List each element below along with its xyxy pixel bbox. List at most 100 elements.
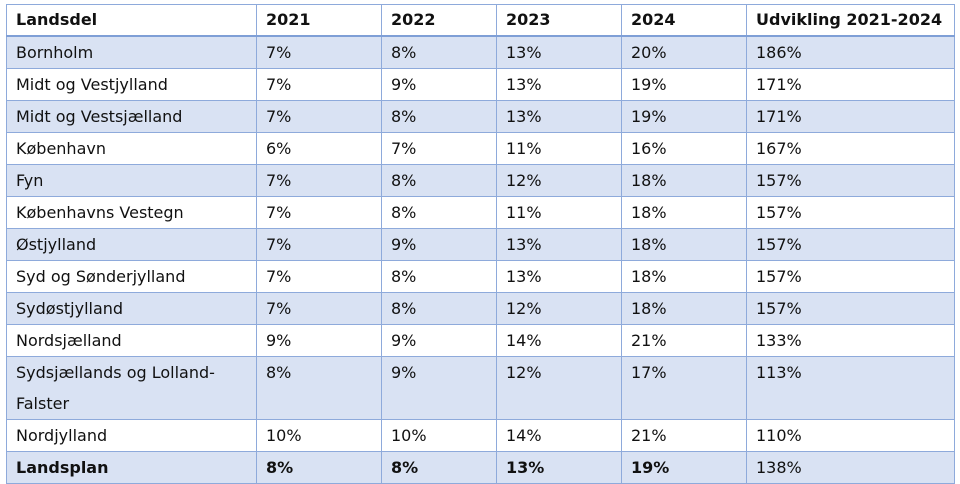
cell-2023: 11% <box>496 196 622 229</box>
cell-2021: 7% <box>256 292 382 325</box>
cell-2023: 13% <box>496 228 622 261</box>
cell-udvikling: 171% <box>746 68 955 101</box>
cell-udvikling: 186% <box>746 35 955 69</box>
cell-2021: 6% <box>256 132 382 165</box>
cell-udvikling: 167% <box>746 132 955 165</box>
cell-udvikling: 157% <box>746 260 955 293</box>
cell-landsdel: Sydsjællands og Lolland-Falster <box>6 356 257 420</box>
cell-landsdel: Østjylland <box>6 228 257 261</box>
cell-2023: 14% <box>496 324 622 357</box>
cell-2023: 13% <box>496 68 622 101</box>
cell-udvikling: 157% <box>746 228 955 261</box>
cell-2024: 18% <box>621 292 747 325</box>
table-row: Sydøstjylland 7% 8% 12% 18% 157% <box>6 292 955 325</box>
cell-landsdel: Landsplan <box>6 451 257 484</box>
regional-development-table: Landsdel 2021 2022 2023 2024 Udvikling 2… <box>6 4 955 484</box>
header-2023: 2023 <box>496 4 622 37</box>
cell-2024: 18% <box>621 164 747 197</box>
cell-2023: 11% <box>496 132 622 165</box>
cell-2021: 7% <box>256 228 382 261</box>
cell-2024: 21% <box>621 419 747 452</box>
cell-2022: 8% <box>381 196 497 229</box>
cell-2024: 18% <box>621 196 747 229</box>
table-row: Østjylland 7% 9% 13% 18% 157% <box>6 228 955 261</box>
cell-2024: 18% <box>621 228 747 261</box>
table-row: Bornholm 7% 8% 13% 20% 186% <box>6 35 955 69</box>
cell-2023: 13% <box>496 260 622 293</box>
table-row: Nordjylland 10% 10% 14% 21% 110% <box>6 419 955 452</box>
cell-2022: 7% <box>381 132 497 165</box>
cell-2024: 20% <box>621 35 747 69</box>
cell-udvikling: 171% <box>746 100 955 133</box>
cell-udvikling: 110% <box>746 419 955 452</box>
table-row: Nordsjælland 9% 9% 14% 21% 133% <box>6 324 955 357</box>
cell-2022: 9% <box>381 356 497 420</box>
cell-2021: 7% <box>256 196 382 229</box>
header-udvikling: Udvikling 2021-2024 <box>746 4 955 37</box>
cell-2023: 13% <box>496 100 622 133</box>
regional-table-container: Landsdel 2021 2022 2023 2024 Udvikling 2… <box>6 4 955 484</box>
cell-2023: 12% <box>496 292 622 325</box>
header-2024: 2024 <box>621 4 747 37</box>
cell-udvikling: 133% <box>746 324 955 357</box>
cell-2023: 12% <box>496 356 622 420</box>
cell-udvikling: 113% <box>746 356 955 420</box>
cell-2023: 14% <box>496 419 622 452</box>
cell-2024: 19% <box>621 100 747 133</box>
table-header: Landsdel 2021 2022 2023 2024 Udvikling 2… <box>6 4 955 37</box>
cell-2022: 8% <box>381 100 497 133</box>
cell-landsdel: København <box>6 132 257 165</box>
cell-2021: 7% <box>256 68 382 101</box>
cell-2022: 9% <box>381 68 497 101</box>
cell-udvikling: 157% <box>746 196 955 229</box>
cell-2022: 8% <box>381 164 497 197</box>
cell-landsdel: Bornholm <box>6 35 257 69</box>
cell-2022: 8% <box>381 35 497 69</box>
cell-landsdel: Fyn <box>6 164 257 197</box>
table-row: Københavns Vestegn 7% 8% 11% 18% 157% <box>6 196 955 229</box>
cell-2021: 10% <box>256 419 382 452</box>
cell-landsdel: Sydøstjylland <box>6 292 257 325</box>
table-row: Syd og Sønderjylland 7% 8% 13% 18% 157% <box>6 260 955 293</box>
cell-2023: 13% <box>496 451 622 484</box>
cell-2022: 9% <box>381 324 497 357</box>
table-row: Fyn 7% 8% 12% 18% 157% <box>6 164 955 197</box>
cell-2024: 18% <box>621 260 747 293</box>
cell-2024: 21% <box>621 324 747 357</box>
table-row: Midt og Vestsjælland 7% 8% 13% 19% 171% <box>6 100 955 133</box>
cell-2021: 7% <box>256 35 382 69</box>
table-row: Sydsjællands og Lolland-Falster 8% 9% 12… <box>6 356 955 420</box>
cell-2021: 8% <box>256 356 382 420</box>
cell-landsdel: Syd og Sønderjylland <box>6 260 257 293</box>
cell-2021: 7% <box>256 260 382 293</box>
cell-udvikling: 157% <box>746 292 955 325</box>
cell-2022: 9% <box>381 228 497 261</box>
cell-2022: 10% <box>381 419 497 452</box>
cell-landsdel: Nordsjælland <box>6 324 257 357</box>
cell-2023: 13% <box>496 35 622 69</box>
cell-landsdel: Københavns Vestegn <box>6 196 257 229</box>
cell-udvikling: 157% <box>746 164 955 197</box>
cell-2024: 19% <box>621 451 747 484</box>
cell-2021: 7% <box>256 164 382 197</box>
cell-2021: 9% <box>256 324 382 357</box>
cell-2023: 12% <box>496 164 622 197</box>
total-row: Landsplan 8% 8% 13% 19% 138% <box>6 451 955 484</box>
table-row: Midt og Vestjylland 7% 9% 13% 19% 171% <box>6 68 955 101</box>
header-landsdel: Landsdel <box>6 4 257 37</box>
header-2022: 2022 <box>381 4 497 37</box>
cell-2022: 8% <box>381 260 497 293</box>
cell-landsdel: Midt og Vestsjælland <box>6 100 257 133</box>
header-2021: 2021 <box>256 4 382 37</box>
cell-landsdel: Nordjylland <box>6 419 257 452</box>
header-row: Landsdel 2021 2022 2023 2024 Udvikling 2… <box>6 4 955 37</box>
cell-udvikling: 138% <box>746 451 955 484</box>
cell-landsdel: Midt og Vestjylland <box>6 68 257 101</box>
cell-2022: 8% <box>381 451 497 484</box>
table-row: København 6% 7% 11% 16% 167% <box>6 132 955 165</box>
cell-2024: 19% <box>621 68 747 101</box>
cell-2021: 8% <box>256 451 382 484</box>
cell-2024: 17% <box>621 356 747 420</box>
cell-2022: 8% <box>381 292 497 325</box>
cell-2024: 16% <box>621 132 747 165</box>
